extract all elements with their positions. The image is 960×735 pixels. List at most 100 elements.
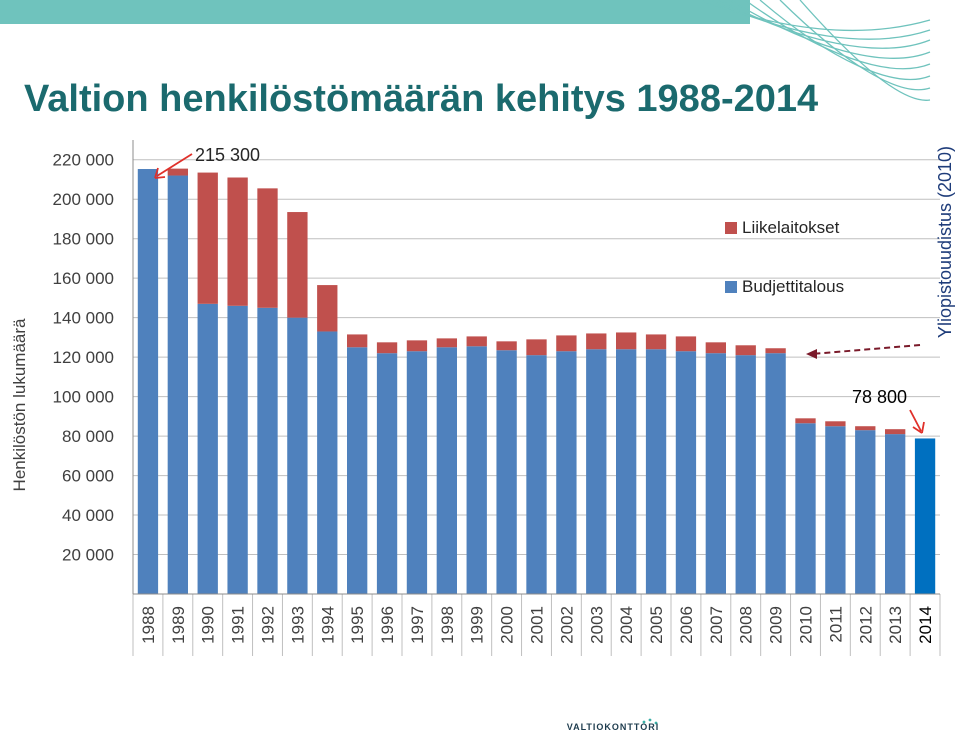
bar-1998-liikelaitokset (436, 338, 457, 348)
x-tick-label-1990: 1990 (199, 606, 218, 644)
x-tick-label-2011: 2011 (826, 606, 845, 643)
bar-2008-budjettitalous (735, 355, 756, 594)
x-tick-label-1998: 1998 (438, 606, 457, 644)
x-tick-label-2006: 2006 (677, 606, 696, 644)
peak-arrowhead (154, 167, 166, 179)
bar-1990-budjettitalous (197, 303, 218, 594)
bar-1994-budjettitalous (317, 331, 338, 594)
banner-stripe (0, 0, 750, 24)
bar-2009-budjettitalous (765, 353, 786, 594)
y-tick-label: 20 000 (62, 546, 114, 565)
bar-1996-liikelaitokset (376, 342, 398, 354)
x-tick-label-1989: 1989 (169, 606, 188, 644)
bar-1991-budjettitalous (227, 305, 248, 594)
legend: Liikelaitokset Budjettitalous (725, 218, 844, 296)
header-banner (0, 0, 931, 101)
x-tick-label-1991: 1991 (229, 606, 248, 644)
bar-1999-liikelaitokset (466, 336, 487, 347)
bar-2012-budjettitalous (855, 430, 876, 594)
x-tick-label-1999: 1999 (468, 606, 487, 644)
y-tick-label: 100 000 (53, 388, 114, 407)
end-arrowhead (912, 421, 925, 434)
x-tick-label-2010: 2010 (797, 606, 816, 644)
bar-1993-budjettitalous (287, 317, 308, 594)
bar-1992-budjettitalous (257, 307, 278, 594)
x-tick-label-1993: 1993 (288, 606, 307, 644)
bar-1998-budjettitalous (436, 347, 457, 594)
peak-annotation-arrow (156, 153, 193, 177)
legend-label-liikelaitokset: Liikelaitokset (742, 218, 840, 237)
bar-2001-liikelaitokset (526, 339, 547, 356)
x-tick-label-2009: 2009 (767, 606, 786, 644)
bar-2006-budjettitalous (675, 351, 697, 594)
x-tick-label-2007: 2007 (707, 606, 726, 644)
y-tick-label: 220 000 (53, 151, 114, 170)
bar-1995-budjettitalous (347, 347, 368, 594)
bar-2010-liikelaitokset (795, 418, 816, 424)
bar-2004-budjettitalous (616, 349, 637, 594)
x-tick-label-2001: 2001 (528, 606, 547, 644)
x-tick-label-2000: 2000 (498, 606, 517, 644)
bar-1989-budjettitalous (167, 175, 188, 594)
bar-2002-liikelaitokset (556, 335, 577, 352)
x-tick-label-2003: 2003 (587, 606, 606, 644)
reform-annotation-arrow (811, 344, 921, 355)
end-annotation-arrow (909, 409, 922, 432)
bar-2013-budjettitalous (885, 434, 906, 594)
x-tick-label-2012: 2012 (856, 606, 875, 644)
footer-logo-text: VALTIOKONTTORI (566, 722, 660, 732)
y-tick-label: 200 000 (53, 190, 114, 209)
annotations: 215 300 78 800 Yliopistouudistus (2010) (154, 145, 955, 434)
bar-2000-budjettitalous (496, 350, 517, 594)
x-tick-label-2014: 2014 (916, 606, 935, 644)
x-tick-label-2004: 2004 (617, 606, 636, 644)
bars (137, 168, 936, 594)
bar-2000-liikelaitokset (496, 341, 517, 351)
reform-annotation-label: Yliopistouudistus (2010) (935, 146, 955, 338)
bar-1995-liikelaitokset (347, 334, 368, 348)
bar-1989-liikelaitokset (167, 168, 188, 176)
x-tick-label-1995: 1995 (348, 606, 367, 644)
x-axis-ticks: 1988 1989 1990 1991 1992 1993 1994 1995 1996 1997… (132, 594, 941, 656)
x-tick-label-1992: 1992 (259, 606, 278, 644)
bar-2009-liikelaitokset (765, 348, 786, 354)
legend-label-budjettitalous: Budjettitalous (742, 277, 844, 296)
bar-1990-liikelaitokset (197, 172, 218, 304)
y-axis-label: Henkilöstön lukumäärä (10, 318, 29, 491)
x-tick-label-2005: 2005 (647, 606, 666, 644)
x-tick-label-1994: 1994 (318, 606, 337, 644)
bar-2008-liikelaitokset (735, 345, 756, 356)
stacked-bar-chart: 20 000 40 000 60 000 80 000 100 000 120 000 14… (10, 140, 955, 656)
valtiokonttori-logo-icon (642, 718, 658, 725)
bar-2002-budjettitalous (556, 351, 577, 594)
bar-2003-liikelaitokset (586, 333, 607, 350)
bar-2014-total (914, 438, 936, 594)
y-tick-label: 120 000 (53, 348, 114, 367)
bar-2001-budjettitalous (526, 355, 547, 594)
bar-1997-liikelaitokset (406, 340, 428, 352)
page-title: Valtion henkilöstömäärän kehitys 1988-20… (24, 78, 819, 120)
x-tick-label-1996: 1996 (378, 606, 397, 644)
bar-1993-liikelaitokset (287, 212, 308, 318)
bar-1992-liikelaitokset (257, 188, 278, 308)
end-annotation-label: 78 800 (852, 387, 907, 407)
bar-2005-liikelaitokset (645, 334, 667, 350)
x-tick-label-2008: 2008 (737, 606, 756, 644)
x-tick-label-2013: 2013 (886, 606, 905, 644)
bar-2013-liikelaitokset (885, 429, 906, 435)
y-tick-label: 160 000 (53, 269, 114, 288)
bar-1994-liikelaitokset (317, 285, 338, 332)
bar-2007-budjettitalous (705, 353, 726, 594)
bar-2011-budjettitalous (825, 426, 846, 594)
y-axis-ticks: 20 000 40 000 60 000 80 000 100 000 120 000 14… (53, 151, 114, 565)
x-tick-label-2002: 2002 (557, 606, 576, 644)
x-tick-label-1997: 1997 (408, 606, 427, 644)
peak-annotation-label: 215 300 (195, 145, 260, 165)
bar-2006-liikelaitokset (675, 336, 697, 352)
bar-1991-liikelaitokset (227, 177, 248, 306)
bar-2012-liikelaitokset (855, 426, 876, 431)
y-tick-label: 80 000 (62, 427, 114, 446)
bar-2005-budjettitalous (645, 349, 667, 594)
reform-arrowhead (806, 349, 817, 359)
y-tick-label: 180 000 (53, 230, 114, 249)
